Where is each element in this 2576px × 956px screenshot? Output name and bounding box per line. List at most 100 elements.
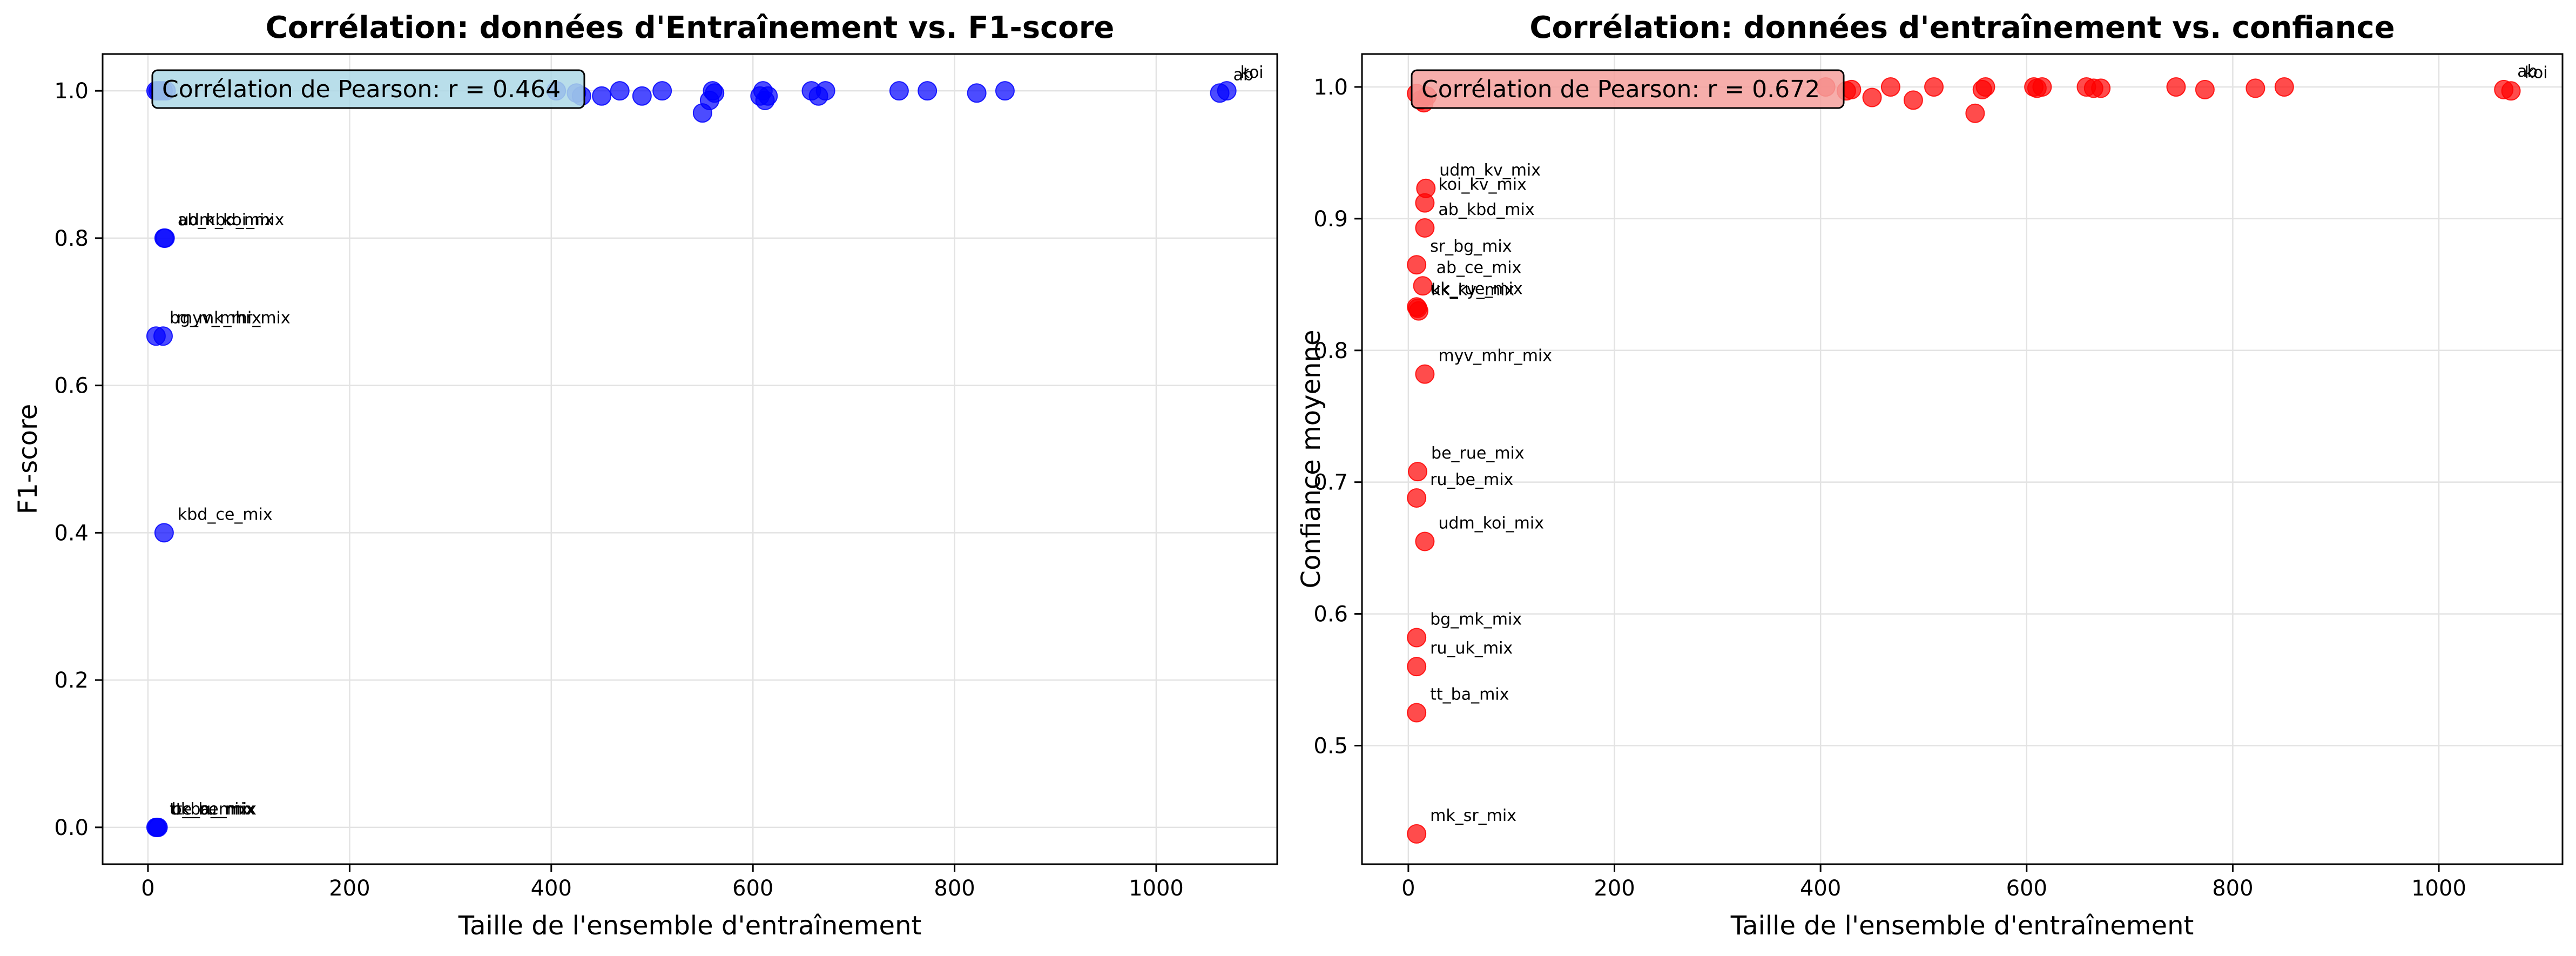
data-point xyxy=(153,326,173,346)
pearson-annotation: Corrélation de Pearson: r = 0.464 xyxy=(162,76,561,103)
data-point xyxy=(592,86,612,106)
data-point xyxy=(610,81,630,101)
point-label: ab xyxy=(1233,65,1253,84)
pearson-annotation-box xyxy=(151,69,585,109)
x-tick-label: 600 xyxy=(732,876,773,901)
data-point xyxy=(758,86,778,106)
chart-title: Corrélation: données d'entraînement vs. … xyxy=(1529,10,2395,45)
point-label: ab_ce_mix xyxy=(1437,258,1522,277)
data-point xyxy=(1965,103,1985,123)
data-point xyxy=(2195,79,2215,99)
x-axis-label: Taille de l'ensemble d'entraînement xyxy=(1730,911,2194,941)
point-label: koi xyxy=(2525,63,2548,82)
data-point xyxy=(2032,77,2052,97)
y-tick-label: 0.4 xyxy=(54,521,89,546)
point-label: udm_koi_mix xyxy=(1438,514,1544,533)
data-point xyxy=(2091,78,2111,98)
data-point xyxy=(148,817,168,837)
data-point xyxy=(1842,79,1862,99)
point-label: myv_mhr_mix xyxy=(177,308,291,327)
point-label: udm_kv_mix xyxy=(1439,161,1541,180)
x-tick-label: 1000 xyxy=(1129,876,1184,901)
data-point xyxy=(1408,462,1428,482)
x-tick-label: 200 xyxy=(1594,876,1635,901)
chart-title: Corrélation: données d'Entraînement vs. … xyxy=(266,10,1115,45)
point-label: ab_kbd_mix xyxy=(178,211,274,230)
plot-area xyxy=(1362,54,2562,864)
data-point xyxy=(2274,77,2294,97)
point-label: uk_be_mix xyxy=(171,800,257,819)
data-point xyxy=(1413,276,1433,296)
point-label: myv_mhr_mix xyxy=(1438,347,1552,366)
data-point xyxy=(1415,531,1435,551)
point-label: sr_bg_mix xyxy=(1430,237,1512,256)
x-tick-label: 600 xyxy=(2006,876,2047,901)
data-point xyxy=(2245,78,2265,98)
x-tick-label: 800 xyxy=(2212,876,2253,901)
data-point xyxy=(1415,193,1435,213)
y-tick-label: 0.8 xyxy=(54,226,89,251)
data-point xyxy=(995,81,1015,101)
point-label: ab_kbd_mix xyxy=(1438,200,1534,219)
plot-area xyxy=(103,54,1277,864)
data-point xyxy=(889,81,909,101)
point-label: mk_sr_mix xyxy=(1430,806,1516,825)
y-axis-label: Confiance moyenne xyxy=(1296,330,1326,589)
pearson-annotation-box xyxy=(1411,69,1845,109)
y-tick-label: 0.0 xyxy=(54,816,89,840)
data-point xyxy=(1408,301,1428,321)
data-point xyxy=(1407,628,1427,648)
point-label: ru_be_mix xyxy=(1430,470,1513,489)
x-tick-label: 400 xyxy=(1800,876,1841,901)
data-point xyxy=(1975,77,1995,97)
data-point xyxy=(1407,657,1427,677)
point-label: udm_koi_mix xyxy=(179,211,285,230)
data-point xyxy=(1880,77,1900,97)
y-tick-label: 0.6 xyxy=(1313,602,1348,627)
data-point xyxy=(1862,87,1882,107)
data-point xyxy=(918,81,938,101)
data-point xyxy=(1415,218,1435,238)
data-point xyxy=(1903,90,1923,110)
x-tick-label: 0 xyxy=(1401,876,1415,901)
point-label: kbd_ce_mix xyxy=(178,505,273,524)
data-point xyxy=(2166,77,2186,97)
data-point xyxy=(705,83,725,103)
point-label: be_ru_mix xyxy=(172,800,255,819)
x-tick-label: 1000 xyxy=(2411,876,2466,901)
data-point xyxy=(154,523,174,543)
point-label: tt_ba_mix xyxy=(170,800,248,819)
y-tick-label: 0.9 xyxy=(1313,207,1348,232)
data-point xyxy=(1407,824,1427,844)
data-point xyxy=(155,228,175,248)
point-label: tt_ba_mix xyxy=(1430,685,1509,704)
pearson-annotation: Corrélation de Pearson: r = 0.672 xyxy=(1421,76,1820,103)
x-tick-label: 0 xyxy=(141,876,154,901)
x-axis-label: Taille de l'ensemble d'entraînement xyxy=(458,911,922,941)
data-point xyxy=(1217,81,1237,101)
y-tick-label: 0.7 xyxy=(1313,470,1348,495)
point-label: ru_uk_mix xyxy=(1430,639,1513,658)
y-axis-label: F1-score xyxy=(13,404,43,514)
data-point xyxy=(1924,77,1944,97)
data-point xyxy=(967,83,987,103)
data-point xyxy=(1407,703,1427,723)
data-point xyxy=(1415,364,1435,384)
y-tick-label: 0.2 xyxy=(54,668,89,693)
point-label: bg_mk_mix xyxy=(1430,610,1522,629)
x-tick-label: 400 xyxy=(531,876,572,901)
axes-frame xyxy=(102,53,1278,865)
y-tick-label: 0.5 xyxy=(1313,733,1348,758)
point-label: koi xyxy=(1240,63,1264,82)
point-label: bg_mk_mix xyxy=(170,308,261,327)
data-point xyxy=(632,86,652,106)
data-point xyxy=(1407,255,1427,275)
data-point xyxy=(815,81,835,101)
data-point xyxy=(652,81,672,101)
data-point xyxy=(2501,81,2521,101)
axes-frame xyxy=(1361,53,2564,865)
point-label: koi_kv_mix xyxy=(1438,176,1526,194)
